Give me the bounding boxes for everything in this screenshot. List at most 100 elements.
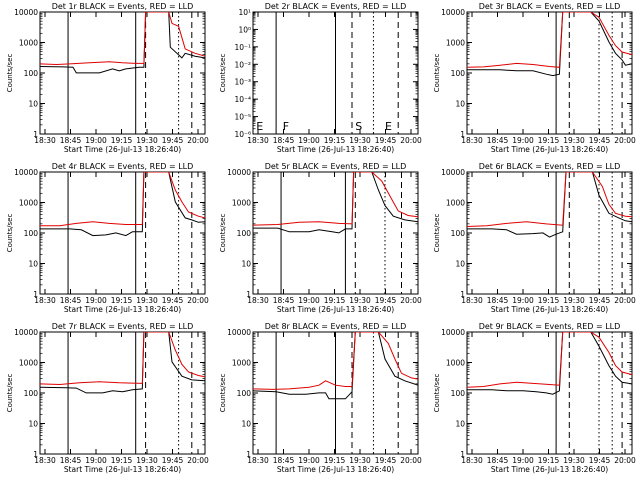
- x-tick-label: 19:15: [111, 296, 133, 305]
- y-tick-label: 10: [241, 420, 251, 429]
- x-tick-label: 19:30: [563, 456, 585, 465]
- chart-panel-2: Det 2r BLACK = Events, RED = LLD 10⁻⁶ 10⁻⁵…: [219, 2, 422, 154]
- x-tick-label: 18:30: [461, 296, 483, 305]
- plot-area: [40, 12, 205, 134]
- y-tick-label: 10000: [441, 328, 465, 337]
- x-tick-label: 19:00: [298, 136, 320, 145]
- x-tick-label: 18:45: [487, 136, 509, 145]
- segment-marker: E: [385, 120, 392, 133]
- y-tick-label: 100: [24, 69, 39, 78]
- x-tick-label: 19:45: [589, 136, 611, 145]
- x-tick-label: 19:15: [111, 136, 133, 145]
- y-tick-label: 10000: [227, 328, 251, 337]
- x-tick-label: 19:30: [563, 136, 585, 145]
- y-tick-label: 1000: [232, 359, 251, 368]
- y-tick-label: 1: [33, 290, 38, 299]
- y-tick-label: 1000: [446, 39, 465, 48]
- x-tick-label: 18:45: [273, 456, 295, 465]
- x-axis-label: Start Time (26-Jul-13 18:26:40): [277, 465, 394, 474]
- x-axis-label: Start Time (26-Jul-13 18:26:40): [64, 465, 181, 474]
- x-tick-label: 20:00: [400, 456, 422, 465]
- y-tick-label: 1: [246, 290, 251, 299]
- segment-marker: S: [355, 120, 362, 133]
- series-events-line: [253, 332, 418, 400]
- y-tick-label: 100: [24, 389, 39, 398]
- x-tick-label: 19:00: [298, 456, 320, 465]
- x-tick-label: 18:30: [247, 296, 269, 305]
- y-tick-label: 10⁻¹: [234, 43, 251, 52]
- x-tick-label: 18:45: [273, 296, 295, 305]
- y-tick-label: 1: [460, 130, 465, 139]
- y-tick-label: 100: [451, 389, 466, 398]
- x-tick-label: 19:30: [136, 296, 158, 305]
- plot-area: [467, 332, 632, 454]
- x-tick-label: 19:45: [375, 136, 397, 145]
- y-tick-label: 100: [237, 229, 252, 238]
- plot-area: [275, 12, 399, 134]
- y-tick-label: 10¹: [238, 8, 251, 17]
- y-tick-label: 100: [237, 389, 252, 398]
- y-tick-label: 10000: [441, 168, 465, 177]
- x-tick-label: 19:00: [85, 456, 107, 465]
- y-tick-label: 10⁻⁵: [234, 113, 251, 122]
- chart-panel-1: Det 1r BLACK = Events, RED = LLD 1 10 100 10…: [6, 2, 209, 154]
- x-tick-label: 19:15: [538, 136, 560, 145]
- plot-area: [253, 172, 418, 294]
- y-tick-label: 10⁰: [238, 25, 251, 34]
- y-tick-label: 1000: [446, 199, 465, 208]
- x-tick-label: 18:45: [273, 136, 295, 145]
- x-tick-label: 20:00: [187, 296, 209, 305]
- y-tick-label: 10⁻³: [234, 78, 251, 87]
- x-tick-label: 19:00: [85, 136, 107, 145]
- y-axis-label: Counts/sec: [433, 374, 441, 413]
- y-tick-label: 1000: [232, 199, 251, 208]
- x-tick-label: 19:15: [111, 456, 133, 465]
- x-tick-label: 19:30: [563, 296, 585, 305]
- y-tick-label: 1000: [446, 359, 465, 368]
- x-tick-label: 19:00: [512, 456, 534, 465]
- series-events-line: [253, 172, 418, 234]
- x-axis-label: Start Time (26-Jul-13 18:26:40): [491, 305, 608, 314]
- x-tick-label: 19:45: [589, 296, 611, 305]
- chart-panel-5: Det 5r BLACK = Events, RED = LLD 1 10 100 10…: [219, 162, 422, 314]
- series-lld-line: [40, 332, 205, 386]
- y-tick-label: 10000: [14, 8, 38, 17]
- plot-frame: [39, 171, 206, 295]
- plot-frame: [39, 331, 206, 455]
- x-axis-label: Start Time (26-Jul-13 18:26:40): [277, 305, 394, 314]
- y-tick-label: 10: [241, 260, 251, 269]
- x-tick-label: 19:45: [162, 136, 184, 145]
- x-tick-label: 18:30: [461, 456, 483, 465]
- y-tick-label: 10: [28, 260, 38, 269]
- y-tick-label: 1000: [19, 199, 38, 208]
- y-axis-label: Counts/sec: [6, 214, 14, 253]
- x-tick-label: 19:00: [298, 296, 320, 305]
- y-tick-label: 10⁻⁴: [234, 95, 251, 104]
- x-tick-label: 18:30: [247, 136, 269, 145]
- y-tick-label: 10: [455, 100, 465, 109]
- plot-frame: [252, 171, 419, 295]
- x-tick-label: 18:30: [247, 456, 269, 465]
- chart-title: Det 1r BLACK = Events, RED = LLD: [52, 2, 194, 11]
- x-axis-label: Start Time (26-Jul-13 18:26:40): [64, 145, 181, 154]
- x-tick-label: 18:45: [487, 296, 509, 305]
- x-tick-label: 19:30: [349, 296, 371, 305]
- y-tick-label: 10⁻²: [234, 60, 251, 69]
- x-tick-label: 19:45: [162, 456, 184, 465]
- plot-area: [253, 332, 418, 454]
- x-tick-label: 19:15: [324, 136, 346, 145]
- segment-marker: F: [283, 120, 289, 133]
- chart-panel-9: Det 9r BLACK = Events, RED = LLD 1 10 100 10…: [433, 322, 636, 474]
- x-tick-label: 20:00: [187, 136, 209, 145]
- chart-panel-8: Det 8r BLACK = Events, RED = LLD 1 10 100 10…: [219, 322, 422, 474]
- x-tick-label: 18:30: [34, 296, 56, 305]
- chart-panel-3: Det 3r BLACK = Events, RED = LLD 1 10 100 10…: [433, 2, 636, 154]
- series-events-line: [40, 12, 205, 74]
- x-axis-label: Start Time (26-Jul-13 18:26:40): [64, 305, 181, 314]
- plot-area: [467, 172, 632, 294]
- x-tick-label: 20:00: [187, 456, 209, 465]
- x-tick-label: 19:00: [512, 296, 534, 305]
- y-axis-label: Counts/sec: [219, 214, 227, 253]
- plot-area: [467, 12, 632, 134]
- y-tick-label: 1000: [19, 39, 38, 48]
